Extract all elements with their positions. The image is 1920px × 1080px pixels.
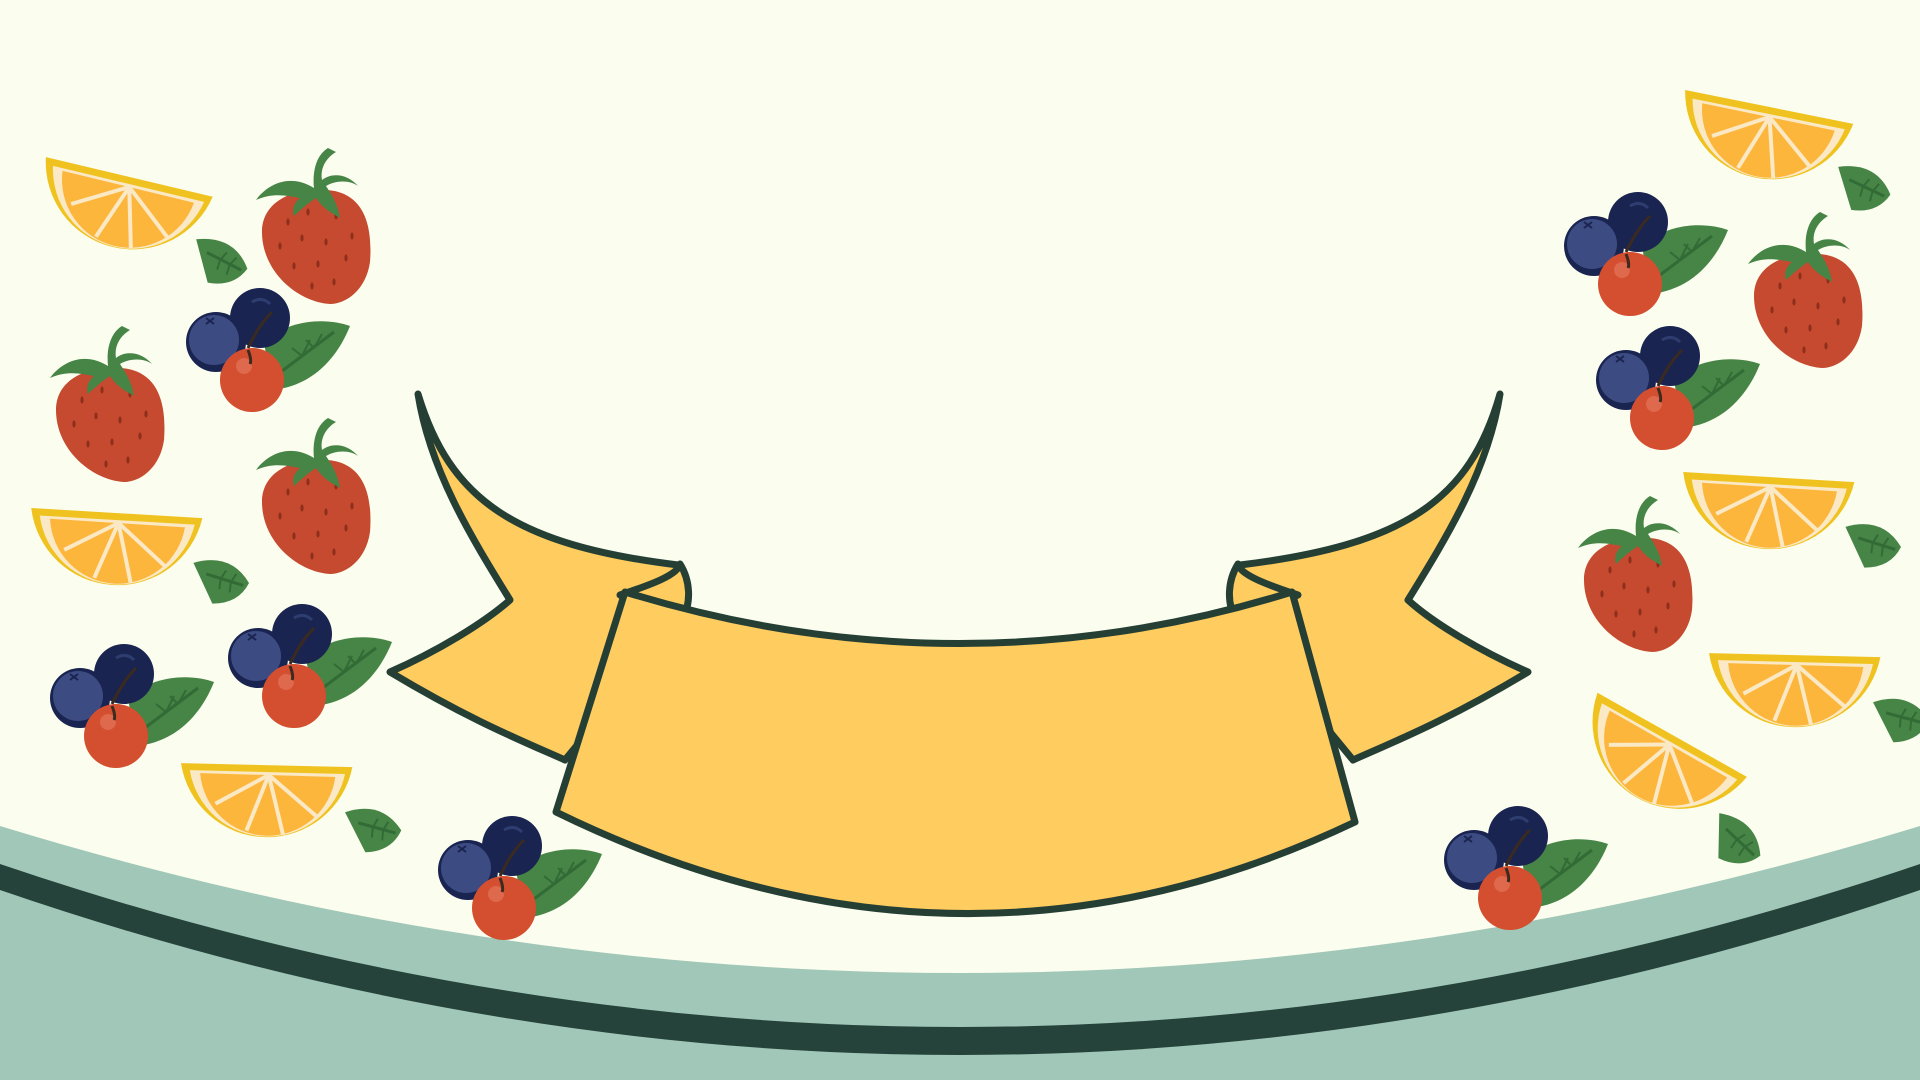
lemon-slice-icon [1675,88,1899,215]
strawberry-icon [1748,212,1863,368]
ribbon-banner [386,390,1532,917]
berry-cluster-icon [1562,190,1730,318]
berry-cluster-icon [184,286,352,414]
berry-cluster-icon [436,814,604,942]
lemon-slice-icon [1707,628,1920,763]
strawberry-icon [256,418,371,574]
berry-cluster-icon [48,642,216,770]
berry-cluster-icon [226,602,394,730]
strawberry-icon [50,326,165,482]
strawberry-icon [1578,496,1693,652]
lemon-slice-icon [29,491,253,618]
lemon-slice-icon [179,738,406,873]
ribbon-center-band [552,588,1359,917]
lemon-slice-icon [1681,455,1905,582]
berry-cluster-icon [1594,324,1762,452]
ground-dark-stripe [0,864,1920,1055]
lemon-slice-icon [32,155,259,289]
strawberry-icon [256,148,371,304]
ground-light-band [0,826,1920,1080]
